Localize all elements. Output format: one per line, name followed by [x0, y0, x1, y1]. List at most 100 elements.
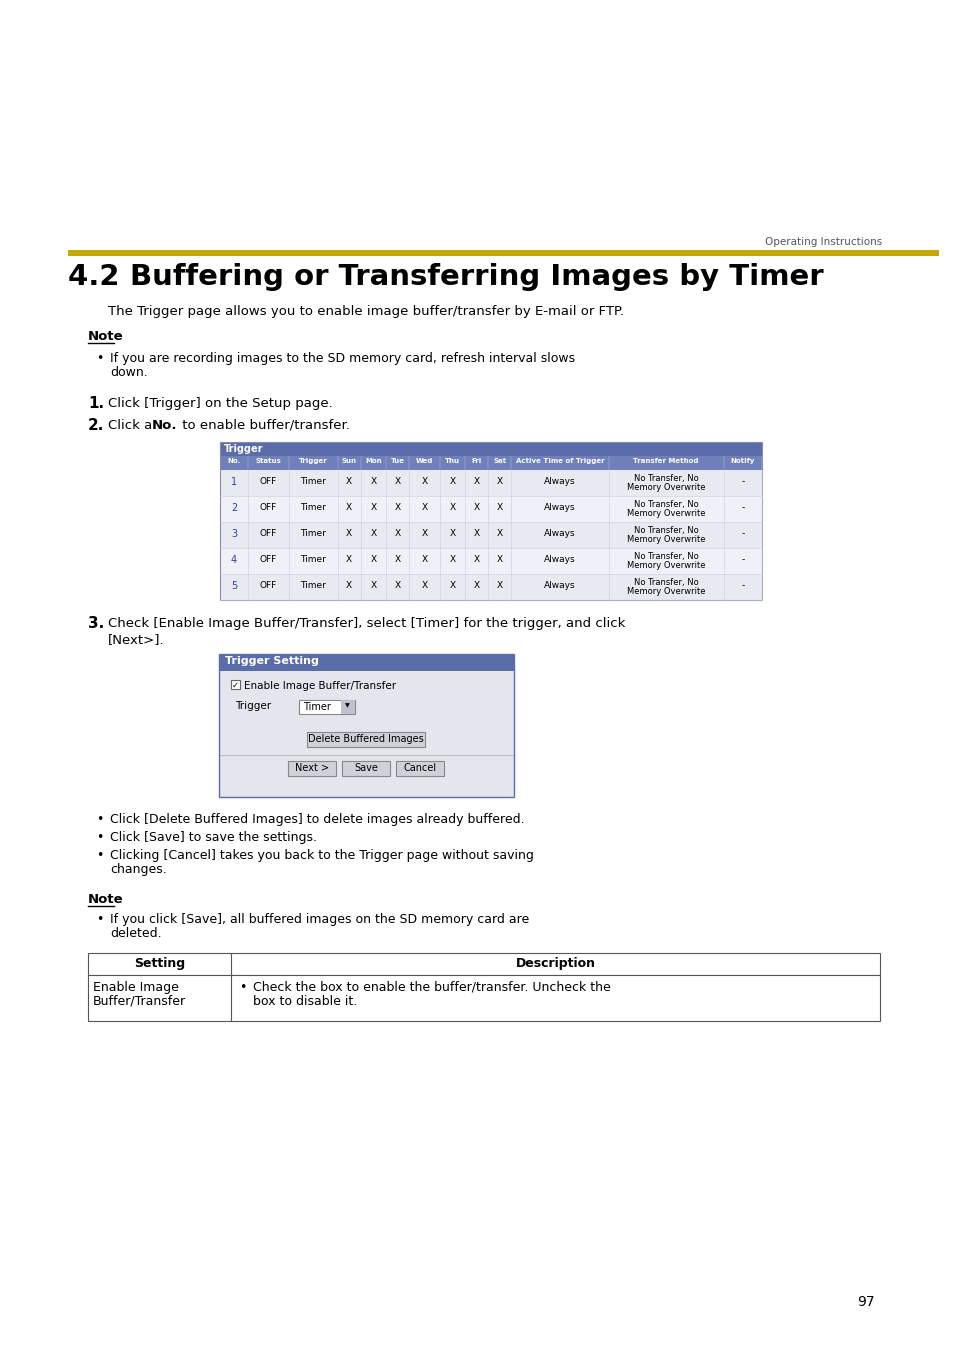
- Text: Click [Trigger] on the Setup page.: Click [Trigger] on the Setup page.: [108, 397, 333, 409]
- Bar: [220, 549, 761, 574]
- Bar: [395, 761, 443, 775]
- Text: Check [Enable Image Buffer/Transfer], select [Timer] for the trigger, and click: Check [Enable Image Buffer/Transfer], se…: [108, 617, 625, 630]
- Text: Timer: Timer: [300, 581, 326, 590]
- Text: Trigger Setting: Trigger Setting: [225, 657, 318, 666]
- Text: Thu: Thu: [445, 458, 459, 463]
- Text: 4.2: 4.2: [68, 263, 150, 290]
- Text: Buffer/Transfer: Buffer/Transfer: [92, 994, 186, 1008]
- Text: X: X: [497, 555, 502, 563]
- Bar: [220, 496, 761, 521]
- Text: X: X: [395, 503, 400, 512]
- Text: 4: 4: [231, 555, 237, 565]
- Text: Timer: Timer: [300, 477, 326, 486]
- Bar: [231, 680, 240, 689]
- Text: Fri: Fri: [472, 458, 481, 463]
- Text: X: X: [449, 530, 456, 538]
- Text: X: X: [346, 555, 352, 563]
- Text: No Transfer, No: No Transfer, No: [633, 474, 698, 484]
- Text: deleted.: deleted.: [110, 927, 161, 940]
- Text: Trigger: Trigger: [234, 701, 271, 711]
- Text: OFF: OFF: [259, 581, 277, 590]
- Text: 3.: 3.: [88, 616, 104, 631]
- Text: ▼: ▼: [344, 703, 349, 708]
- Text: X: X: [449, 555, 456, 563]
- Text: No Transfer, No: No Transfer, No: [633, 500, 698, 509]
- Text: X: X: [474, 581, 479, 590]
- Text: Timer: Timer: [300, 530, 326, 538]
- Bar: [220, 574, 761, 600]
- Text: Always: Always: [543, 477, 576, 486]
- Text: X: X: [449, 581, 456, 590]
- Text: Trigger: Trigger: [224, 444, 263, 454]
- Text: Sat: Sat: [493, 458, 506, 463]
- Text: X: X: [395, 581, 400, 590]
- Text: Timer: Timer: [300, 555, 326, 563]
- Bar: [220, 442, 761, 457]
- Text: Always: Always: [543, 530, 576, 538]
- Text: X: X: [346, 581, 352, 590]
- Text: X: X: [421, 530, 427, 538]
- Bar: [220, 457, 761, 470]
- Text: -: -: [740, 477, 743, 486]
- Text: X: X: [421, 555, 427, 563]
- Text: [Next>].: [Next>].: [108, 634, 165, 646]
- Text: Mon: Mon: [365, 458, 381, 463]
- Text: X: X: [346, 477, 352, 486]
- Bar: [288, 761, 335, 775]
- Text: X: X: [497, 477, 502, 486]
- Bar: [220, 521, 761, 549]
- Text: ✓: ✓: [232, 681, 239, 690]
- Text: X: X: [474, 530, 479, 538]
- Text: No Transfer, No: No Transfer, No: [633, 526, 698, 535]
- Text: Note: Note: [88, 893, 124, 907]
- Text: X: X: [421, 477, 427, 486]
- Text: Check the box to enable the buffer/transfer. Uncheck the: Check the box to enable the buffer/trans…: [253, 981, 610, 994]
- Text: X: X: [474, 477, 479, 486]
- Text: The Trigger page allows you to enable image buffer/transfer by E-mail or FTP.: The Trigger page allows you to enable im…: [108, 305, 623, 317]
- Text: X: X: [421, 503, 427, 512]
- Text: Enable Image: Enable Image: [92, 981, 179, 994]
- Bar: [219, 671, 514, 797]
- Text: Click [Save] to save the settings.: Click [Save] to save the settings.: [110, 831, 316, 844]
- Text: X: X: [421, 581, 427, 590]
- Text: X: X: [395, 555, 400, 563]
- Bar: [68, 250, 938, 255]
- Text: Sun: Sun: [341, 458, 356, 463]
- Text: 1: 1: [231, 477, 237, 486]
- Text: If you click [Save], all buffered images on the SD memory card are: If you click [Save], all buffered images…: [110, 913, 529, 925]
- Text: X: X: [449, 477, 456, 486]
- Text: OFF: OFF: [259, 555, 277, 563]
- Text: down.: down.: [110, 366, 148, 380]
- Bar: [220, 442, 761, 600]
- Text: X: X: [497, 530, 502, 538]
- Text: -: -: [740, 530, 743, 538]
- Text: OFF: OFF: [259, 503, 277, 512]
- Text: Memory Overwrite: Memory Overwrite: [626, 484, 704, 492]
- Text: Clicking [Cancel] takes you back to the Trigger page without saving: Clicking [Cancel] takes you back to the …: [110, 848, 534, 862]
- Bar: [219, 654, 514, 797]
- Text: Tue: Tue: [391, 458, 404, 463]
- Text: Notify: Notify: [730, 458, 754, 463]
- Text: 2.: 2.: [88, 417, 104, 434]
- Text: Always: Always: [543, 581, 576, 590]
- Text: Buffering or Transferring Images by Timer: Buffering or Transferring Images by Time…: [130, 263, 822, 290]
- Text: Next >: Next >: [294, 763, 329, 773]
- Text: Memory Overwrite: Memory Overwrite: [626, 509, 704, 517]
- Text: Timer: Timer: [303, 703, 331, 712]
- Text: Transfer Method: Transfer Method: [633, 458, 699, 463]
- Text: Setting: Setting: [133, 957, 185, 970]
- Bar: [88, 975, 879, 1021]
- Text: X: X: [370, 581, 376, 590]
- Text: Click [Delete Buffered Images] to delete images already buffered.: Click [Delete Buffered Images] to delete…: [110, 813, 524, 825]
- Text: Cancel: Cancel: [403, 763, 436, 773]
- Text: X: X: [497, 503, 502, 512]
- Text: Trigger: Trigger: [298, 458, 327, 463]
- Text: -: -: [740, 503, 743, 512]
- Text: -: -: [740, 581, 743, 590]
- Text: If you are recording images to the SD memory card, refresh interval slows: If you are recording images to the SD me…: [110, 353, 575, 365]
- Bar: [340, 700, 355, 713]
- Text: No.: No.: [152, 419, 177, 432]
- Text: X: X: [395, 530, 400, 538]
- Text: Memory Overwrite: Memory Overwrite: [626, 586, 704, 596]
- Text: No Transfer, No: No Transfer, No: [633, 578, 698, 586]
